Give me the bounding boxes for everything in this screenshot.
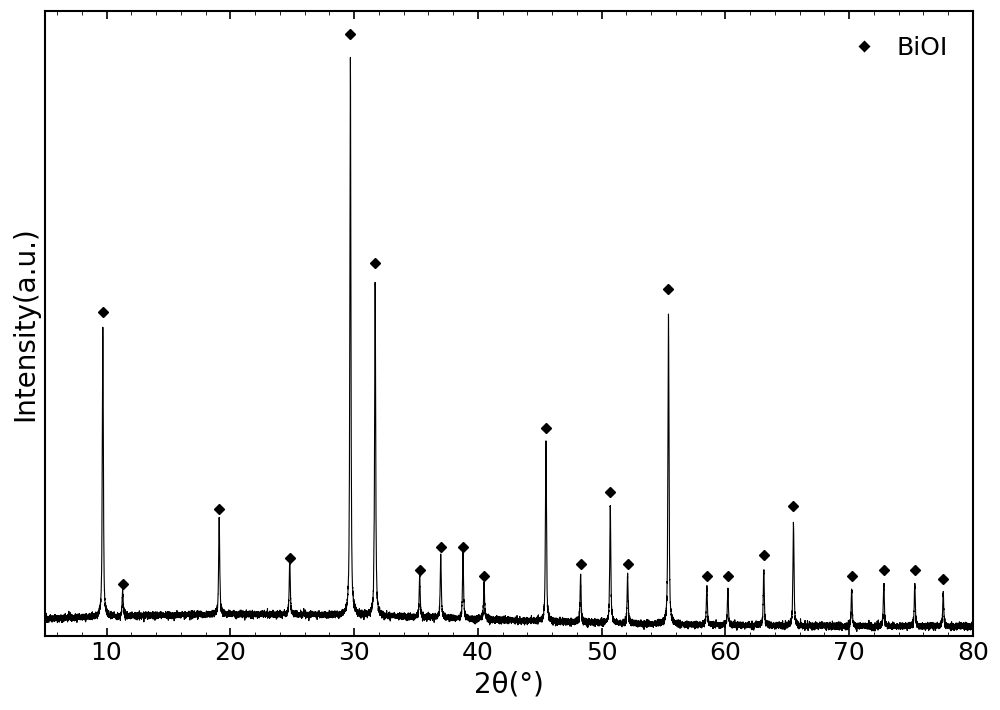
Legend: BiOI: BiOI bbox=[827, 23, 960, 72]
X-axis label: 2θ(°): 2θ(°) bbox=[474, 671, 544, 699]
Y-axis label: Intensity(a.u.): Intensity(a.u.) bbox=[11, 226, 39, 421]
